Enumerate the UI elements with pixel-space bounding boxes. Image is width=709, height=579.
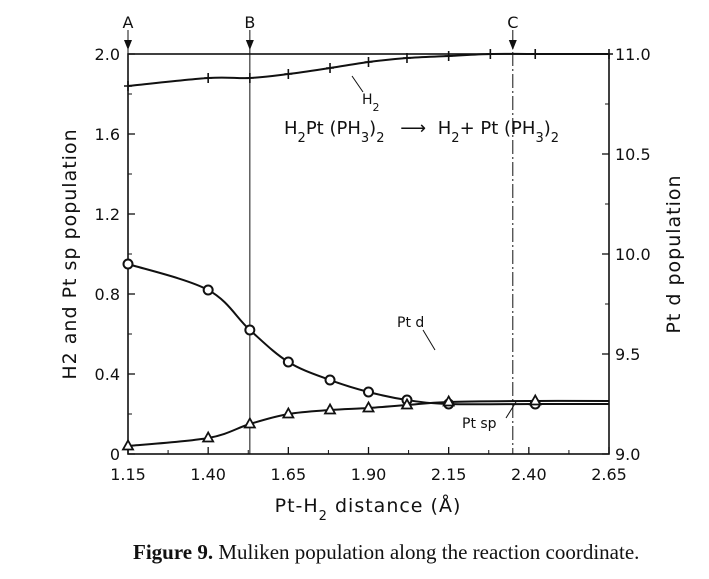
y-left-tick-label: 1.6: [95, 125, 120, 144]
data-point-pt-sp: [202, 284, 214, 296]
x-tick-label: 1.15: [110, 465, 146, 484]
y-left-axis-title: H2 and Pt sp population: [59, 128, 81, 379]
data-point-pt-d: [121, 438, 135, 451]
y-left-tick-label: 2.0: [95, 45, 120, 64]
x-tick-label: 2.40: [511, 465, 547, 484]
eq-pt-left: Pt (PH: [306, 118, 361, 139]
y-right-tick-label: 11.0: [615, 45, 651, 64]
reference-lines: A B C: [123, 13, 518, 454]
reaction-equation: H2Pt (PH3)2 ⟶ H2+ Pt (PH3)2: [284, 118, 559, 146]
data-point-h2: [364, 57, 373, 67]
series-line-pt-d: [127, 399, 610, 447]
eq-pt-right: + Pt (PH: [460, 118, 536, 139]
data-point-h2: [326, 63, 335, 73]
figure-caption-prefix: Figure 9.: [133, 540, 214, 564]
data-point-pt-d: [400, 397, 414, 410]
data-point-pt-sp: [363, 386, 374, 398]
data-point-pt-sp: [282, 356, 294, 368]
eq-paren-right-sub: 2: [551, 131, 559, 146]
series-line-pt-sp: [127, 263, 609, 406]
data-point-h2: [245, 73, 254, 83]
series-label-ptsp: Pt sp: [462, 416, 497, 432]
data-point-pt-d: [323, 402, 337, 415]
y-right-axis: 9.0 9.5 10.0 10.5 11.0: [602, 45, 651, 464]
eq-arrow: ⟶: [400, 118, 426, 139]
data-point-h2: [605, 49, 613, 59]
data-point-h2: [124, 81, 132, 91]
data-point-pt-d: [442, 394, 456, 407]
series-label-h2-sub: 2: [373, 101, 380, 114]
eq-h2-left-sub: 2: [298, 131, 306, 146]
series-layer: [121, 49, 613, 451]
eq-ph3-left-sub: 3: [361, 131, 369, 146]
y-right-axis-title: Pt d population: [663, 174, 685, 333]
data-point-h2: [284, 69, 293, 79]
series-label-ptd: Pt d: [397, 315, 424, 331]
eq-paren-left: ): [369, 118, 376, 139]
x-tick-label: 2.15: [431, 465, 467, 484]
reference-label-b: B: [244, 13, 255, 32]
y-right-tick-label: 10.5: [615, 145, 651, 164]
data-point-pt-d: [243, 416, 257, 429]
data-point-pt-d: [281, 406, 295, 419]
reference-label-c: C: [507, 13, 518, 32]
y-left-tick-label: 0.8: [95, 285, 120, 304]
x-axis-title-sub: 2: [319, 509, 328, 524]
data-point-h2: [531, 49, 540, 59]
reference-arrow-c: [508, 40, 517, 50]
x-axis-title-main: Pt-H: [275, 495, 319, 517]
series-label-h2-pointer: [351, 75, 364, 93]
data-point-pt-sp: [122, 258, 134, 270]
eq-h2-right-sub: 2: [451, 131, 459, 146]
series-label-h2-main: H: [362, 92, 373, 108]
x-tick-label: 1.40: [190, 465, 226, 484]
figure-caption-text: Muliken population along the reaction co…: [218, 540, 640, 564]
series-label-h2: H2: [362, 92, 380, 114]
y-right-tick-label: 9.5: [615, 345, 640, 364]
reference-arrow-a: [124, 40, 132, 50]
x-tick-label: 2.65: [591, 465, 627, 484]
eq-h2-left: H: [284, 118, 298, 139]
eq-ph3-right-sub: 3: [535, 131, 543, 146]
figure-caption: Figure 9. Muliken population along the r…: [133, 540, 639, 565]
eq-paren-right: ): [544, 118, 551, 139]
data-point-h2: [486, 49, 495, 59]
x-axis-title-rest: distance (Å): [328, 494, 461, 517]
data-point-pt-sp: [244, 324, 256, 336]
data-point-h2: [444, 51, 453, 61]
series-label-ptsp-pointer: [505, 401, 517, 419]
data-point-h2: [402, 53, 411, 63]
data-point-pt-d: [528, 393, 542, 406]
y-left-tick-label: 0: [110, 445, 120, 464]
series-label-ptd-pointer: [422, 329, 436, 351]
eq-h2-right: H: [438, 118, 452, 139]
x-axis-title: Pt-H2 distance (Å): [275, 494, 462, 524]
data-point-pt-d: [201, 430, 215, 443]
y-left-axis: 0 0.4 0.8 1.2 1.6 2.0: [95, 45, 135, 464]
y-left-tick-label: 1.2: [95, 205, 120, 224]
reference-arrow-b: [245, 40, 254, 50]
y-left-tick-label: 0.4: [95, 365, 120, 384]
eq-paren-left-sub: 2: [376, 131, 384, 146]
reference-label-a: A: [123, 13, 134, 32]
data-point-pt-d: [361, 400, 376, 413]
x-tick-label: 1.90: [351, 465, 387, 484]
y-right-tick-label: 9.0: [615, 445, 640, 464]
y-right-tick-label: 10.0: [615, 245, 651, 264]
data-point-h2: [204, 73, 213, 83]
x-axis: 1.15 1.40 1.65 1.90 2.15 2.40 2.65: [110, 447, 627, 484]
data-point-pt-sp: [324, 374, 336, 386]
x-tick-label: 1.65: [271, 465, 307, 484]
